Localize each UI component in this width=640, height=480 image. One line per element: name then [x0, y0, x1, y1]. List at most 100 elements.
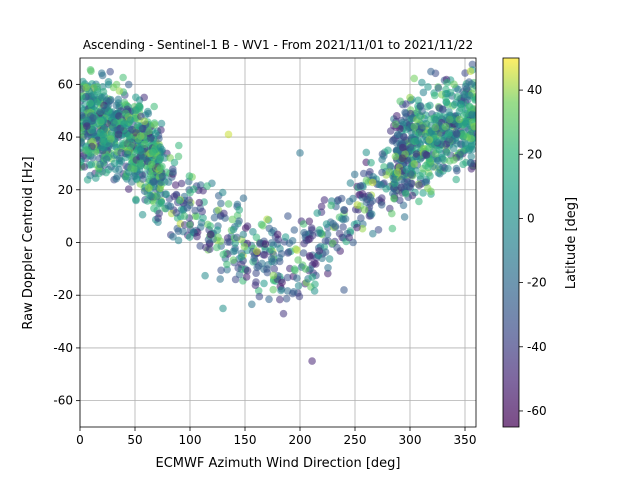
scatter-point — [324, 264, 332, 272]
scatter-point — [89, 114, 97, 122]
colorbar-tick-label: -40 — [527, 340, 547, 354]
scatter-point — [117, 148, 125, 157]
scatter-point — [174, 236, 183, 245]
scatter-point — [219, 250, 228, 259]
y-axis-label: Raw Doppler Centroid [Hz] — [21, 156, 36, 329]
scatter-point — [174, 152, 183, 161]
scatter-point — [263, 265, 271, 273]
scatter-point — [402, 165, 411, 174]
scatter-point — [277, 250, 286, 258]
chart-title: Ascending - Sentinel-1 B - WV1 - From 20… — [83, 38, 473, 52]
scatter-point — [422, 178, 431, 186]
scatter-point — [346, 179, 355, 187]
scatter-point — [191, 206, 199, 215]
scatter-point — [374, 226, 383, 234]
scatter-point — [120, 120, 128, 128]
scatter-point — [450, 80, 458, 89]
scatter-point — [427, 67, 435, 76]
scatter-point — [156, 164, 165, 172]
colorbar-tick-label: -60 — [527, 404, 547, 418]
scatter-point — [321, 237, 330, 245]
scatter-point — [415, 197, 423, 206]
scatter-point — [270, 265, 279, 273]
scatter-point — [386, 127, 395, 135]
scatter-point — [378, 150, 387, 158]
scatter-point — [228, 215, 237, 224]
scatter-point — [195, 198, 204, 207]
scatter-point — [356, 182, 365, 190]
scatter-point — [334, 196, 343, 204]
scatter-point — [410, 160, 419, 168]
scatter-point — [390, 194, 398, 203]
scatter-point — [307, 224, 316, 232]
scatter-point — [199, 214, 207, 222]
scatter-point — [177, 179, 186, 188]
scatter-point — [400, 213, 409, 221]
scatter-point — [127, 164, 135, 172]
scatter-point — [339, 223, 347, 231]
x-tick-label: 300 — [399, 433, 422, 447]
scatter-point — [229, 256, 238, 264]
scatter-point — [418, 124, 426, 132]
scatter-point — [80, 111, 86, 120]
scatter-point — [415, 181, 424, 190]
scatter-point — [220, 209, 228, 218]
scatter-point — [237, 253, 246, 261]
x-tick-label: 250 — [344, 433, 367, 447]
scatter-point — [341, 215, 350, 223]
scatter-point — [112, 174, 121, 183]
scatter-point — [114, 130, 123, 139]
scatter-point — [443, 79, 451, 87]
scatter-point — [301, 265, 310, 273]
scatter-point — [317, 202, 326, 211]
scatter-point — [397, 175, 406, 184]
scatter-point — [467, 142, 476, 150]
scatter-point — [186, 188, 194, 197]
scatter-point — [148, 148, 157, 157]
scatter-point — [296, 149, 304, 157]
scatter-point — [132, 106, 140, 115]
scatter-point — [233, 233, 241, 242]
scatter-point — [422, 161, 430, 170]
scatter-point — [267, 245, 275, 254]
scatter-point — [313, 209, 322, 217]
scatter-point — [393, 168, 402, 176]
scatter-point — [254, 262, 263, 270]
y-tick-label: 60 — [58, 77, 73, 91]
scatter-point — [136, 144, 144, 152]
scatter-point — [114, 95, 123, 104]
scatter-point — [250, 254, 258, 262]
scatter-point — [368, 178, 377, 187]
scatter-point — [198, 207, 206, 216]
scatter-point — [166, 202, 175, 211]
scatter-point — [358, 190, 367, 198]
scatter-point — [132, 93, 140, 102]
scatter-point — [353, 223, 361, 232]
scatter-point — [391, 120, 400, 129]
scatter-point — [86, 171, 94, 180]
scatter-point — [290, 226, 299, 234]
scatter-point — [362, 148, 371, 157]
scatter-point — [172, 209, 181, 217]
scatter-point — [128, 126, 136, 134]
scatter-point — [269, 271, 278, 280]
scatter-point — [359, 169, 368, 178]
scatter-point — [254, 287, 263, 295]
scatter-point — [460, 90, 469, 99]
scatter-point — [419, 88, 428, 97]
scatter-point — [323, 230, 332, 239]
scatter-point — [331, 222, 340, 230]
y-tick-label: -40 — [53, 341, 73, 355]
scatter-point — [261, 240, 270, 248]
scatter-point — [224, 130, 233, 139]
scatter-point — [243, 266, 252, 275]
scatter-point — [310, 287, 319, 295]
scatter-points — [80, 60, 476, 365]
scatter-point — [87, 160, 96, 169]
scatter-point — [185, 172, 194, 180]
scatter-point — [191, 212, 199, 220]
scatter-point — [350, 170, 359, 179]
scatter-point — [252, 233, 261, 242]
y-axis-ticks: -60 -40 -20 0 20 40 60 — [53, 77, 80, 408]
scatter-point — [424, 184, 432, 192]
